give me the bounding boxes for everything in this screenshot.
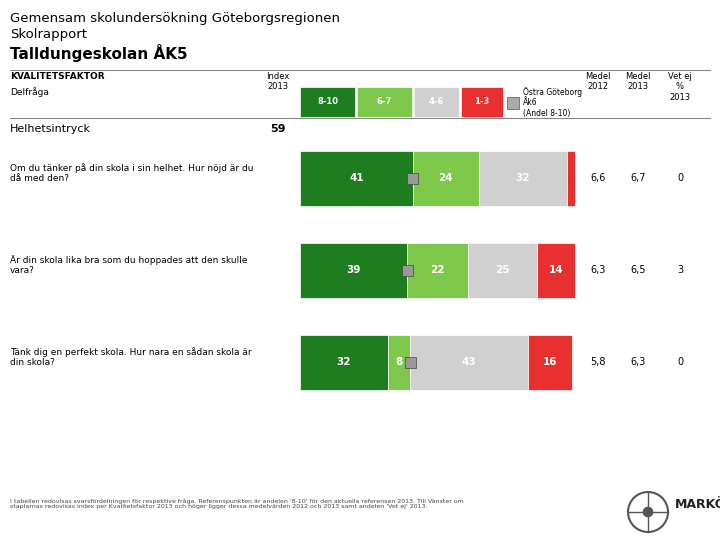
Bar — [567, 151, 575, 206]
Text: 8-10: 8-10 — [317, 98, 338, 106]
Text: Östra Göteborg
Åk6
(Andel 8-10): Östra Göteborg Åk6 (Andel 8-10) — [523, 87, 582, 118]
Bar — [402, 265, 413, 275]
Bar — [410, 334, 528, 389]
Text: 43: 43 — [462, 357, 477, 367]
Bar — [507, 97, 519, 109]
Text: Om du tänker på din skola i sin helhet. Hur nöjd är du
då med den?: Om du tänker på din skola i sin helhet. … — [10, 163, 253, 183]
Text: 0: 0 — [677, 173, 683, 183]
Text: 25: 25 — [495, 265, 509, 275]
Text: I tabellen redovisas svarsfördelningen för respektive fråga. Referenspunkten är : I tabellen redovisas svarsfördelningen f… — [10, 498, 464, 509]
Text: 14: 14 — [549, 265, 563, 275]
Bar — [414, 87, 459, 117]
Text: 32: 32 — [337, 357, 351, 367]
Text: 6-7: 6-7 — [377, 98, 392, 106]
Text: 5,8: 5,8 — [590, 357, 606, 367]
Text: Vet ej
%
2013: Vet ej % 2013 — [668, 72, 692, 102]
Text: Talldungeskolan ÅK5: Talldungeskolan ÅK5 — [10, 44, 188, 62]
Text: Delfråga: Delfråga — [10, 87, 49, 97]
Bar — [300, 242, 408, 298]
Bar — [461, 87, 503, 117]
Text: Medel
2012: Medel 2012 — [585, 72, 611, 91]
Bar — [300, 334, 388, 389]
Text: 8: 8 — [395, 357, 402, 367]
Text: 1-3: 1-3 — [474, 98, 490, 106]
Text: MARKÖR: MARKÖR — [675, 498, 720, 511]
Text: 59: 59 — [270, 124, 286, 134]
Bar — [413, 151, 479, 206]
Text: Index
2013: Index 2013 — [266, 72, 289, 91]
Text: 6,7: 6,7 — [630, 173, 646, 183]
Text: KVALITETSFAKTOR: KVALITETSFAKTOR — [10, 72, 104, 81]
Text: 16: 16 — [543, 357, 557, 367]
Text: 6,5: 6,5 — [630, 265, 646, 275]
Text: 4-6: 4-6 — [429, 98, 444, 106]
Bar — [405, 356, 415, 368]
Bar — [300, 151, 413, 206]
Circle shape — [643, 507, 653, 517]
Text: 6,3: 6,3 — [630, 357, 646, 367]
Text: 22: 22 — [431, 265, 445, 275]
Text: 41: 41 — [349, 173, 364, 183]
Bar — [536, 242, 575, 298]
Bar — [388, 334, 410, 389]
Bar — [300, 87, 355, 117]
Text: 32: 32 — [516, 173, 530, 183]
Bar — [357, 87, 412, 117]
Text: 6,3: 6,3 — [590, 265, 606, 275]
Bar — [408, 172, 418, 184]
Text: Medel
2013: Medel 2013 — [625, 72, 651, 91]
Text: Skolrapport: Skolrapport — [10, 28, 87, 41]
Text: 39: 39 — [346, 265, 361, 275]
Bar — [468, 242, 536, 298]
Text: 0: 0 — [677, 357, 683, 367]
Bar — [528, 334, 572, 389]
Bar — [479, 151, 567, 206]
Text: Är din skola lika bra som du hoppades att den skulle
vara?: Är din skola lika bra som du hoppades at… — [10, 255, 248, 275]
Text: 6,6: 6,6 — [590, 173, 606, 183]
Text: 24: 24 — [438, 173, 453, 183]
Text: Tänk dig en perfekt skola. Hur nara en sådan skola är
din skola?: Tänk dig en perfekt skola. Hur nara en s… — [10, 347, 251, 367]
Bar — [408, 242, 468, 298]
Text: 3: 3 — [677, 265, 683, 275]
Text: Helhetsintryck: Helhetsintryck — [10, 124, 91, 134]
Text: Gemensam skolundersökning Göteborgsregionen: Gemensam skolundersökning Göteborgsregio… — [10, 12, 340, 25]
